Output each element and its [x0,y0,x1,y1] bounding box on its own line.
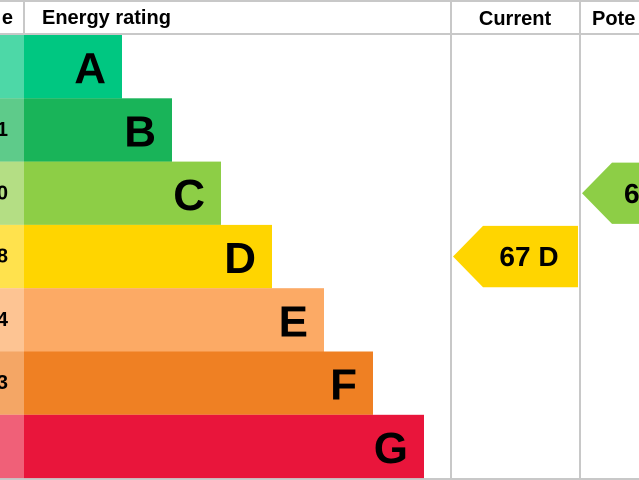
score-cell [0,414,24,479]
rating-bar [24,98,172,162]
band-letter: F [330,361,357,410]
score-cell [0,224,24,289]
rating-bar [24,288,324,352]
rating-bar [24,351,373,415]
score-label: 1 [0,119,8,141]
score-cell [0,98,24,162]
score-label: 3 [0,372,8,394]
score-cell [0,35,24,99]
band-letter: D [224,234,256,283]
potential-label: 6 [624,178,639,209]
rating-bar [24,161,221,225]
potential-arrow [582,162,639,224]
score-cell [0,288,24,352]
band-letter: E [279,297,308,346]
score-label: 0 [0,182,8,204]
current-header: Current [479,8,552,30]
rating-bar [24,414,424,479]
current-label: 67 D [499,241,558,272]
score-header: e [2,7,13,29]
band-letter: B [124,107,156,156]
rating-header: Energy rating [42,7,171,29]
score-label: 4 [0,309,9,331]
current-arrow [453,225,578,288]
rating-bar [24,224,272,289]
score-label: 8 [0,246,8,268]
score-cell [0,351,24,415]
potential-header: Pote [592,8,635,30]
rating-bar [24,35,122,99]
band-letter: C [173,171,205,220]
band-letter: A [74,44,106,93]
score-cell [0,161,24,225]
band-letter: G [374,424,408,473]
